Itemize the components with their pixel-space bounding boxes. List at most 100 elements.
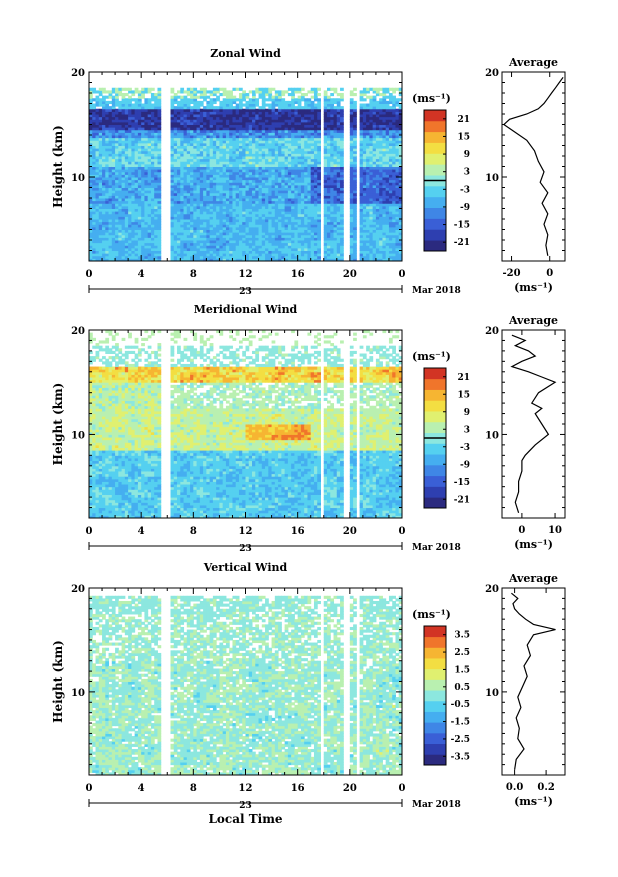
heatmap-cell [92, 145, 97, 149]
heatmap-cell [216, 205, 220, 210]
heatmap-cell [131, 153, 136, 157]
heatmap-cell [95, 229, 100, 233]
heatmap-cell [157, 213, 162, 217]
heatmap-cell [128, 224, 132, 228]
heatmap-cell [98, 148, 103, 152]
heatmap-cell [118, 187, 123, 191]
heatmap-cell [105, 124, 110, 128]
heatmap-cell [183, 116, 188, 120]
heatmap-cell [173, 213, 178, 217]
heatmap-cell [177, 169, 181, 173]
heatmap-cell [180, 169, 185, 173]
heatmap-cell [209, 242, 214, 246]
heatmap-cell [222, 224, 227, 228]
heatmap-cell [196, 169, 201, 173]
heatmap-cell [115, 140, 119, 144]
heatmap-cell [196, 145, 201, 149]
heatmap-cell [177, 184, 181, 189]
heatmap-cell [105, 240, 110, 244]
heatmap-cell [229, 208, 233, 212]
heatmap-cell [154, 121, 158, 126]
heatmap-cell [193, 106, 198, 110]
heatmap-cell [105, 192, 110, 196]
heatmap-cell [232, 124, 237, 128]
heatmap-cell [232, 169, 237, 173]
heatmap-cell [300, 106, 305, 110]
heatmap-cell [173, 187, 178, 191]
heatmap-cell [173, 142, 178, 147]
heatmap-cell [102, 250, 106, 254]
heatmap-cell [238, 116, 243, 120]
heatmap-cell [105, 119, 110, 123]
heatmap-cell [134, 90, 139, 94]
heatmap-cell [219, 237, 224, 241]
heatmap-cell [157, 205, 162, 210]
heatmap-cell [137, 192, 142, 196]
heatmap-cell [137, 229, 142, 233]
heatmap-cell [173, 114, 178, 118]
heatmap-cell [89, 226, 93, 231]
heatmap-cell [147, 119, 152, 123]
heatmap-cell [180, 234, 185, 238]
heatmap-cell [115, 229, 119, 233]
heatmap-cell [209, 200, 214, 204]
heatmap-cell [141, 198, 145, 202]
heatmap-cell [128, 205, 132, 210]
heatmap-cell [180, 140, 185, 144]
heatmap-cell [186, 203, 191, 207]
heatmap-cell [173, 150, 178, 154]
heatmap-cell [173, 100, 178, 105]
heatmap-cell [183, 177, 188, 181]
heatmap-cell [271, 95, 276, 99]
heatmap-cell [310, 100, 315, 105]
heatmap-cell [216, 158, 220, 162]
heatmap-cell [212, 129, 217, 133]
heatmap-cell [212, 142, 217, 147]
heatmap-cell [219, 169, 224, 173]
heatmap-cell [219, 132, 224, 136]
heatmap-cell [154, 129, 158, 133]
heatmap-cell [141, 195, 145, 199]
heatmap-cell [121, 208, 126, 212]
heatmap-cell [105, 219, 110, 223]
heatmap-cell [128, 187, 132, 191]
heatmap-cell [141, 240, 145, 244]
heatmap-cell [95, 190, 100, 194]
heatmap-cell [131, 253, 136, 257]
heatmap-cell [199, 132, 204, 136]
heatmap-cell [102, 161, 106, 165]
heatmap-cell [235, 153, 240, 157]
heatmap-cell [359, 103, 364, 107]
heatmap-cell [170, 140, 175, 144]
heatmap-cell [177, 198, 181, 202]
heatmap-cell [92, 121, 97, 126]
heatmap-cell [333, 98, 338, 102]
heatmap-cell [183, 211, 188, 215]
heatmap-cell [131, 219, 136, 223]
heatmap-cell [154, 171, 158, 175]
heatmap-cell [232, 184, 237, 189]
heatmap-cell [108, 245, 113, 249]
heatmap-cell [203, 190, 207, 194]
heatmap-cell [216, 121, 220, 126]
heatmap-cell [209, 187, 214, 191]
heatmap-cell [118, 127, 123, 131]
heatmap-cell [118, 129, 123, 133]
heatmap-cell [238, 245, 243, 249]
heatmap-cell [216, 87, 220, 91]
heatmap-cell [115, 114, 119, 118]
heatmap-cell [98, 224, 103, 228]
heatmap-cell [141, 129, 145, 133]
heatmap-cell [154, 142, 158, 147]
heatmap-cell [147, 171, 152, 175]
heatmap-cell [190, 177, 194, 181]
heatmap-cell [183, 90, 188, 94]
heatmap-cell [225, 250, 230, 254]
heatmap-cell [92, 237, 97, 241]
heatmap-cell [222, 100, 227, 105]
heatmap-cell [232, 255, 237, 259]
heatmap-cell [203, 232, 207, 236]
heatmap-cell [196, 119, 201, 123]
heatmap-cell [118, 161, 123, 165]
heatmap-cell [219, 240, 224, 244]
